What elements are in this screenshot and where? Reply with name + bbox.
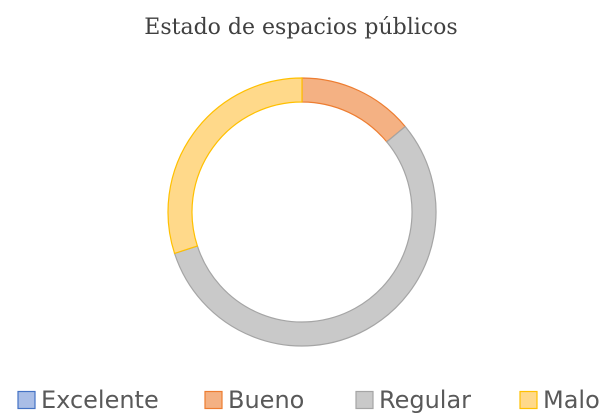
donut-segment (173, 125, 437, 347)
legend-swatch (17, 390, 36, 410)
donut-segment (301, 77, 407, 143)
legend-label: Regular (379, 386, 471, 414)
legend-label: Malo (543, 386, 600, 414)
legend-label: Bueno (228, 386, 304, 414)
donut-segment (167, 77, 303, 255)
legend-swatch (519, 390, 538, 410)
legend-swatch (355, 390, 374, 410)
legend-label: Excelente (41, 386, 159, 414)
legend-swatch (204, 390, 223, 410)
chart-title: Estado de espacios públicos (144, 15, 457, 40)
